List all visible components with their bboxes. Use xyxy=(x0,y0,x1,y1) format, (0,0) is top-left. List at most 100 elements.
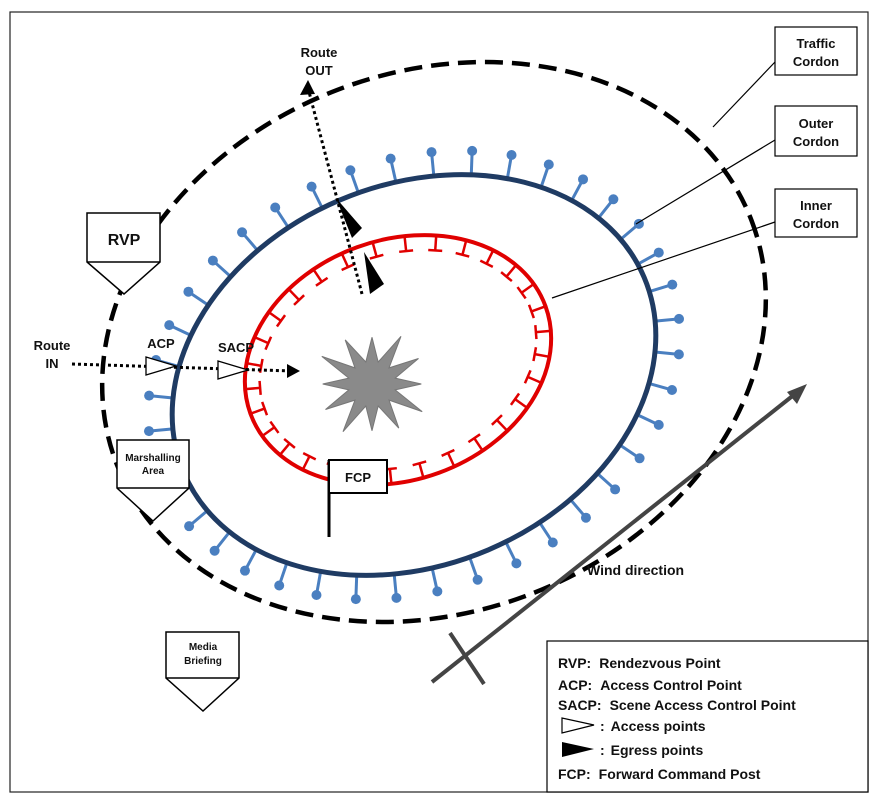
incident-star-icon xyxy=(321,335,423,433)
inner-cordon-tick-stem xyxy=(534,352,550,359)
acp-label: ACP xyxy=(147,336,175,351)
outer-cordon-pin-head xyxy=(345,165,356,176)
sacp-label: SACP xyxy=(218,340,254,355)
outer-cordon-callout: Outer Cordon xyxy=(774,105,858,157)
inner-cordon-tick-stem xyxy=(254,336,269,345)
inner-cordon-tick-bar xyxy=(258,380,262,395)
inner-cordon-tick-bar xyxy=(491,414,503,426)
inner-cordon-callout: Inner Cordon xyxy=(774,188,858,238)
outer-cordon-pin-head xyxy=(472,574,483,585)
inner-cordon-tick-stem xyxy=(535,329,551,334)
legend-rvp: RVP: Rendezvous Point xyxy=(558,655,721,671)
inner-cordon-tick-bar xyxy=(283,437,296,449)
inner-cordon-tick-stem xyxy=(446,452,456,468)
outer-cordon-pin-head xyxy=(543,159,554,170)
fcp-label: FCP xyxy=(345,470,371,485)
inner-cordon-tick-bar xyxy=(399,249,414,254)
inner-cordon-tick-stem xyxy=(505,264,518,278)
inner-cordon-tick-stem xyxy=(418,462,425,479)
inner-cordon-tick-bar xyxy=(479,259,494,268)
inner-cordon-tick-bar xyxy=(534,325,538,340)
outer-cordon-pins xyxy=(143,145,685,605)
route-out-arrowhead xyxy=(300,80,315,95)
legend-sacp: SACP: Scene Access Control Point xyxy=(558,697,796,713)
inner-cordon-tick-bar xyxy=(269,420,280,434)
inner-cordon-tick-stem xyxy=(287,288,300,301)
outer-cordon-pin-head xyxy=(506,149,517,160)
outer-cordon-pin-head xyxy=(143,426,154,437)
outer-cordon-pin-head xyxy=(164,320,175,331)
wind-direction-arrow xyxy=(430,388,802,684)
outer-cordon-pin-head xyxy=(666,384,677,395)
inner-cordon-tick-bar xyxy=(341,263,355,272)
outer-cordon-pin-head xyxy=(350,594,361,605)
outer-cordon-pin-head xyxy=(511,558,522,569)
marshalling-area-label-1: Marshalling xyxy=(125,453,181,464)
media-briefing-label-1: Media xyxy=(189,642,218,653)
outer-cordon-pin-head xyxy=(578,174,589,185)
inner-cordon-tick-stem xyxy=(261,426,276,437)
inner-cordon-tick-stem xyxy=(403,236,408,252)
inner-cordon-tick-bar xyxy=(532,347,538,362)
wind-direction-label: Wind direction xyxy=(587,562,684,578)
outer-cordon-pin-head xyxy=(580,512,591,523)
outer-cordon-pin-head xyxy=(667,279,678,290)
marshalling-area-marker: Marshalling Area xyxy=(116,439,190,523)
legend-filled-triangle-icon xyxy=(562,742,594,757)
inner-cordon-tick-stem xyxy=(246,361,262,368)
outer-cordon-pin-head xyxy=(207,255,218,266)
outer-cordon-pin-head xyxy=(385,153,396,164)
inner-cordon-tick-bar xyxy=(293,294,305,306)
outer-cordon-pin-head xyxy=(547,537,558,548)
outer-cordon-pin-head xyxy=(209,545,220,556)
inner-cordon-tick-stem xyxy=(388,468,393,484)
media-briefing-label-2: Briefing xyxy=(184,656,222,667)
inner-cordon-tick-stem xyxy=(245,386,261,391)
outer-cordon-pin-head xyxy=(237,227,248,238)
route-out-label-2: OUT xyxy=(305,63,333,78)
inner-cordon-tick-bar xyxy=(441,448,455,457)
route-in-label-1: Route xyxy=(34,338,71,353)
inner-cordon-tick-bar xyxy=(516,286,527,300)
route-out-line xyxy=(306,87,364,295)
inner-cordon-tick-bar xyxy=(302,452,317,461)
route-in-label-2: IN xyxy=(46,356,59,371)
inner-cordon xyxy=(242,233,554,487)
rvp-label: RVP xyxy=(108,232,141,249)
inner-cordon-tick-bar xyxy=(467,433,481,444)
inner-cordon-label-1: Inner xyxy=(800,198,832,213)
outer-cordon-pin-head xyxy=(610,484,621,495)
inner-cordon-tick-bar xyxy=(428,248,443,253)
access-point-acp-icon xyxy=(145,356,179,376)
inner-cordon-ticks xyxy=(245,235,551,485)
inner-cordon-tick-stem xyxy=(485,249,495,265)
outer-cordon-pin-head xyxy=(239,565,250,576)
traffic-cordon-callout: Traffic Cordon xyxy=(774,26,858,76)
inner-cordon-tick-stem xyxy=(278,442,291,456)
outer-cordon-label-2: Cordon xyxy=(793,134,839,149)
traffic-cordon-leader xyxy=(712,61,776,128)
rvp-marker: RVP xyxy=(86,212,161,295)
inner-cordon-tick-stem xyxy=(531,305,546,313)
outer-cordon-pin-head xyxy=(674,313,685,324)
outer-cordon-pin-head xyxy=(306,181,317,192)
inner-cordon-tick-stem xyxy=(473,437,484,452)
inner-cordon-tick-stem xyxy=(371,241,378,258)
egress-point-icon xyxy=(364,252,384,294)
outer-cordon-pin-head xyxy=(183,286,194,297)
inner-cordon-tick-stem xyxy=(250,407,265,415)
route-in-arrowhead xyxy=(287,364,300,378)
inner-cordon-tick-stem xyxy=(527,375,542,384)
outer-cordon-pin-head xyxy=(184,521,195,532)
inner-cordon-tick-bar xyxy=(523,369,532,384)
outer-cordon-pin-head xyxy=(144,390,155,401)
inner-cordon-tick-bar xyxy=(509,392,521,406)
egress-point-icon xyxy=(336,198,362,238)
inner-cordon-tick-bar xyxy=(315,276,329,287)
outer-cordon-pin-head xyxy=(426,147,437,158)
wind-tail-mark xyxy=(448,631,486,686)
inner-cordon-tick-bar xyxy=(264,336,273,351)
wind-arrowhead-icon xyxy=(787,384,807,404)
inner-cordon-tick-stem xyxy=(433,235,438,251)
